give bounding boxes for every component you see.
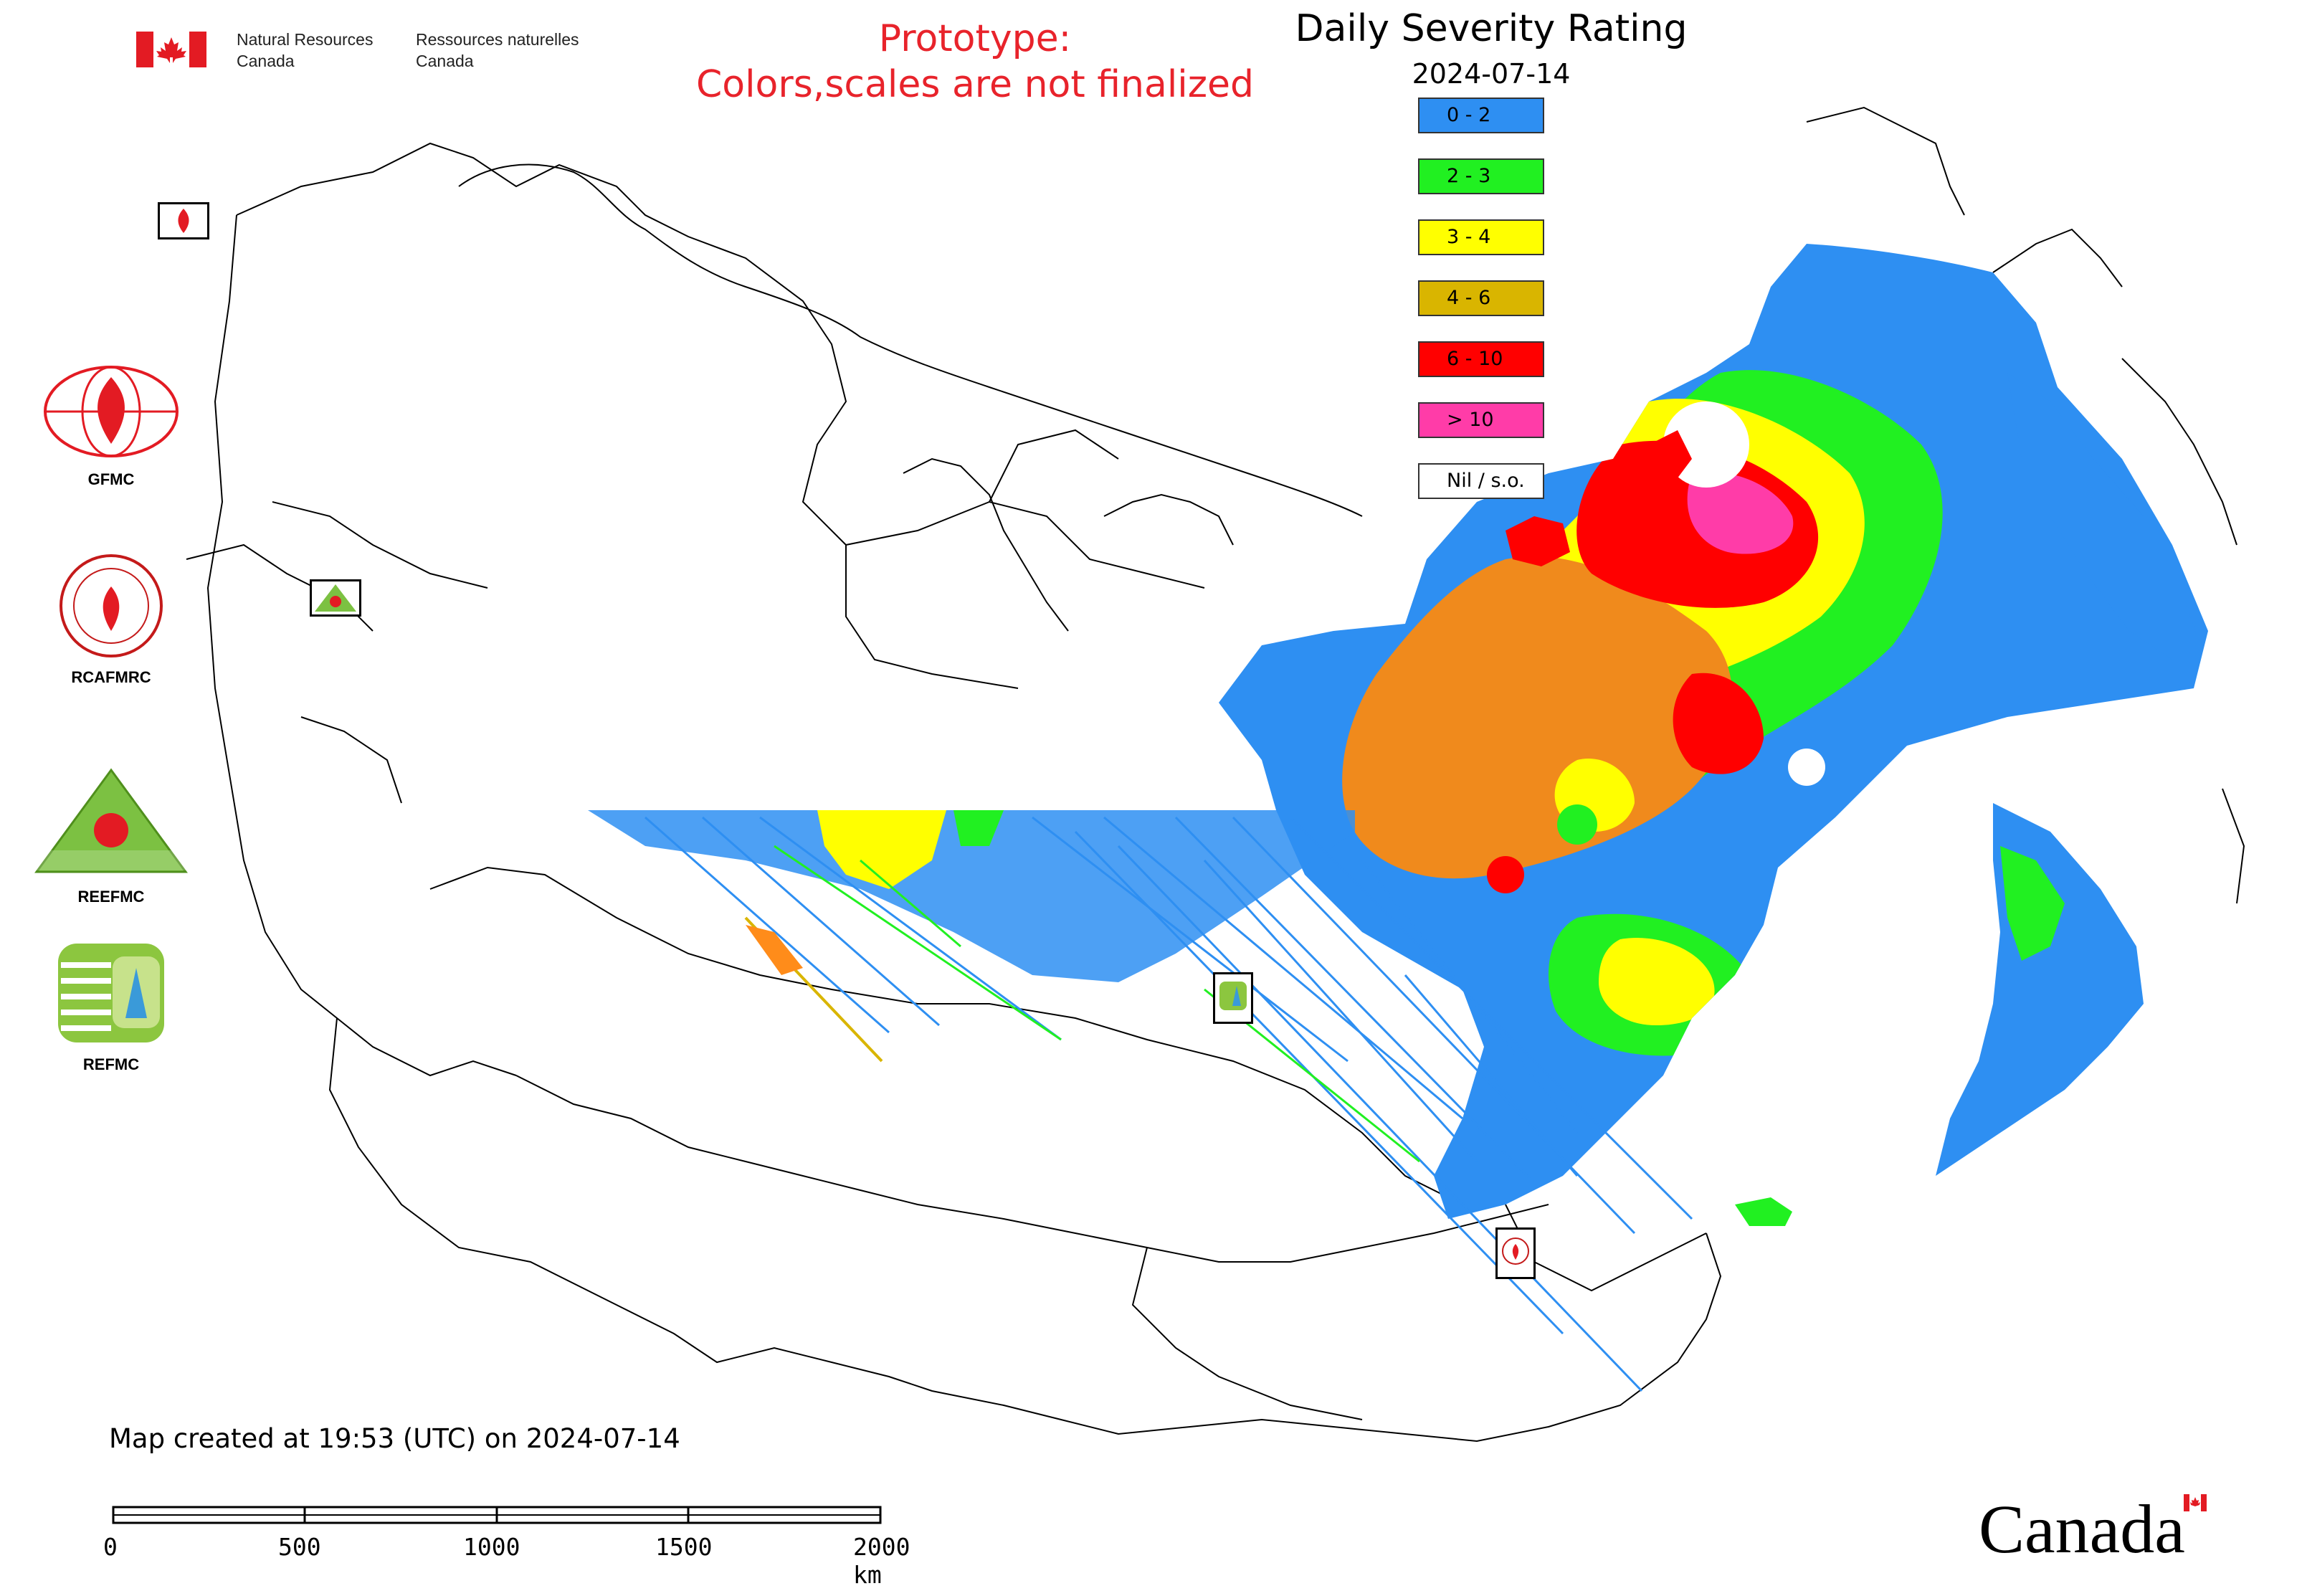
map-date: 2024-07-14 — [1412, 58, 1571, 90]
severity-legend: 0 - 2 2 - 3 3 - 4 4 - 6 6 - 10 > 10 Nil … — [1418, 98, 1547, 524]
northern-coastline — [458, 106, 2245, 904]
gfmc-logo: GFMC — [29, 361, 194, 489]
northern-red-zone — [1506, 430, 1692, 566]
nrcan-signature: Natural Resources Canada Ressources natu… — [136, 29, 609, 75]
country-outlines — [186, 142, 1722, 1443]
reefmc-logo: REEFMC — [29, 764, 194, 906]
scale-label-1000: 1000 — [463, 1533, 520, 1561]
rcafmrc-seal-icon — [60, 554, 163, 657]
okhotsk-coast-coverage — [1936, 803, 2144, 1176]
legend-item-3-4: 3 - 4 — [1418, 219, 1544, 255]
legend-item-nil: Nil / s.o. — [1418, 463, 1544, 499]
map-created-timestamp: Map created at 19:53 (UTC) on 2024-07-14 — [109, 1423, 680, 1454]
scale-label-0: 0 — [103, 1533, 118, 1561]
scale-label-2000: 2000 km — [853, 1533, 910, 1589]
scale-bar-ruler — [112, 1506, 882, 1524]
legend-item-4-6: 4 - 6 — [1418, 280, 1544, 316]
canada-wordmark: Canada — [1979, 1490, 2207, 1569]
wordmark-flag-icon — [2184, 1494, 2207, 1511]
prototype-notice: Prototype: Colors,scales are not finaliz… — [695, 17, 1255, 106]
agency-name-en: Natural Resources Canada — [237, 30, 374, 70]
japan-coverage — [1735, 1197, 1792, 1226]
map-title: Daily Severity Rating — [1295, 7, 1688, 50]
scale-label-1500: 1500 — [655, 1533, 713, 1561]
scale-label-500: 500 — [278, 1533, 321, 1561]
legend-item-2-3: 2 - 3 — [1418, 158, 1544, 194]
reefmc-map-stamp — [310, 579, 361, 617]
legend-item-over-10: > 10 — [1418, 402, 1544, 438]
reefmc-triangle-icon — [34, 768, 188, 873]
kuril-coast-coverage — [2000, 846, 2065, 961]
severity-coverage — [1219, 244, 2208, 1219]
kamchatka-coverage — [2007, 373, 2201, 660]
legend-item-6-10: 6 - 10 — [1418, 341, 1544, 377]
legend-item-0-2: 0 - 2 — [1418, 98, 1544, 133]
refmc-sigma-icon — [58, 944, 164, 1042]
western-streaks — [588, 810, 1693, 1392]
gfmc-globe-flame-icon — [44, 366, 179, 457]
scale-bar: 0 500 1000 1500 2000 km — [103, 1501, 910, 1589]
canada-flag-icon — [136, 32, 206, 67]
refmc-map-stamp — [1213, 972, 1253, 1024]
rcafmrc-logo: RCAFMRC — [29, 552, 194, 687]
rcafmrc-map-stamp — [1495, 1227, 1536, 1279]
gfmc-map-stamp — [158, 202, 209, 239]
refmc-logo: REFMC — [29, 939, 194, 1074]
agency-name-fr: Ressources naturelles Canada — [416, 30, 579, 70]
